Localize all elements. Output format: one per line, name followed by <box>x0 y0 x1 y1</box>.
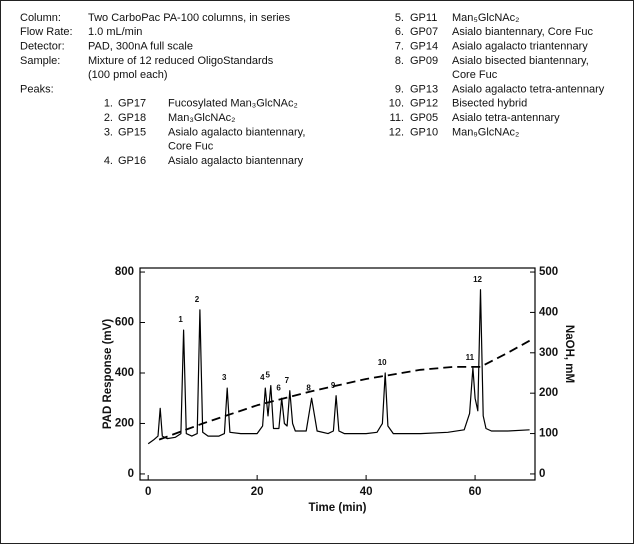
peak-name: Bisected hybrid <box>452 98 527 110</box>
peak-name: Asialo biantennary, Core Fuc <box>452 26 594 38</box>
peak-number: 2. <box>104 112 113 124</box>
condition-value: 1.0 mL/min <box>88 26 142 38</box>
condition-label: Peaks: <box>20 83 54 95</box>
condition-value: Mixture of 12 reduced OligoStandards <box>88 55 274 67</box>
peak-number: 5. <box>395 12 404 24</box>
peak-code: GP05 <box>410 112 438 124</box>
condition-label: Flow Rate: <box>20 26 73 38</box>
peak-name: Asialo agalacto biantennary <box>168 155 304 167</box>
condition-value: (100 pmol each) <box>88 69 168 81</box>
y-tick-label: 800 <box>115 266 134 278</box>
peak-code: GP11 <box>410 12 437 24</box>
peak-number: 3. <box>104 126 113 138</box>
trace-line <box>147 289 530 445</box>
peak-number: 1. <box>104 98 113 110</box>
peak-name: Core Fuc <box>168 141 214 153</box>
peak-code: GP15 <box>118 126 146 138</box>
y-tick-label: 400 <box>115 367 134 379</box>
peak-name: Asialo agalacto tetra-antennary <box>452 83 605 95</box>
peak-label: 1 <box>178 315 183 324</box>
peak-label: 8 <box>306 383 311 392</box>
peak-code: GP14 <box>410 41 438 53</box>
peak-label: 7 <box>285 376 290 385</box>
peak-number: 9. <box>395 83 404 95</box>
peak-name: Asialo agalacto triantennary <box>452 41 588 53</box>
x-axis-label: Time (min) <box>309 502 367 514</box>
y2-tick-label: 200 <box>539 387 558 399</box>
condition-value: Two CarboPac PA-100 columns, in series <box>88 12 291 24</box>
y2-tick-label: 100 <box>539 428 558 440</box>
peak-name: Man₃GlcNAc₂ <box>168 112 235 124</box>
peak-name: Asialo tetra-antennary <box>452 112 560 124</box>
peak-name: Man₅GlcNAc₂ <box>452 12 519 24</box>
peak-number: 4. <box>104 155 113 167</box>
peak-label: 10 <box>378 358 387 367</box>
peak-number: 7. <box>395 41 404 53</box>
peak-code: GP16 <box>118 155 146 167</box>
y2-tick-label: 500 <box>539 266 558 278</box>
y-tick-label: 200 <box>115 417 134 429</box>
peak-label: 6 <box>276 383 281 392</box>
peak-name: Asialo agalacto biantennary, <box>168 126 305 138</box>
plot-frame <box>139 267 536 481</box>
gradient-line <box>158 339 531 441</box>
peak-number: 10. <box>389 98 404 110</box>
chromatogram: 0 20 40 6002004006008000100200300400500Time… <box>102 266 575 514</box>
y-tick-label: 600 <box>115 317 134 329</box>
peak-number: 12. <box>389 126 404 138</box>
y2-axis-label: NaOH, mM <box>563 325 575 383</box>
peak-code: GP18 <box>118 112 146 124</box>
peak-code: GP12 <box>410 98 438 110</box>
peak-code: GP13 <box>410 83 438 95</box>
condition-value: PAD, 300nA full scale <box>88 41 193 53</box>
peak-label: 5 <box>266 371 271 380</box>
peak-name: Asialo bisected biantennary, <box>452 55 589 67</box>
peak-name: Core Fuc <box>452 69 498 81</box>
condition-label: Detector: <box>20 41 65 53</box>
y2-tick-label: 0 <box>539 468 545 480</box>
peak-label: 2 <box>195 295 200 304</box>
condition-label: Sample: <box>20 55 60 67</box>
y-axis-label: PAD Response (mV) <box>102 319 114 430</box>
peak-label: 9 <box>331 381 336 390</box>
peak-number: 6. <box>395 26 404 38</box>
y2-tick-label: 400 <box>539 306 558 318</box>
peak-code: GP10 <box>410 126 438 138</box>
peak-number: 8. <box>395 55 404 67</box>
peak-name: Fucosylated Man₃GlcNAc₂ <box>168 98 298 110</box>
conditions: Column: Two CarboPac PA-100 columns, in s… <box>20 12 605 167</box>
peak-label: 12 <box>473 275 482 284</box>
y-tick-label: 0 <box>128 468 134 480</box>
peak-code: GP07 <box>410 26 438 38</box>
peak-code: GP17 <box>118 98 146 110</box>
peak-label: 11 <box>466 353 475 362</box>
peak-code: GP09 <box>410 55 438 67</box>
condition-label: Column: <box>20 12 61 24</box>
peak-label: 4 <box>260 373 265 382</box>
x-tick-label: 60 <box>469 486 482 498</box>
peak-label: 3 <box>222 373 227 382</box>
y2-tick-label: 300 <box>539 347 558 359</box>
x-tick-label: 20 <box>251 486 264 498</box>
peak-name: Man₉GlcNAc₂ <box>452 126 519 138</box>
x-tick-label: 0 <box>145 486 151 498</box>
x-tick-label: 40 <box>360 486 373 498</box>
peak-number: 11. <box>390 112 404 124</box>
